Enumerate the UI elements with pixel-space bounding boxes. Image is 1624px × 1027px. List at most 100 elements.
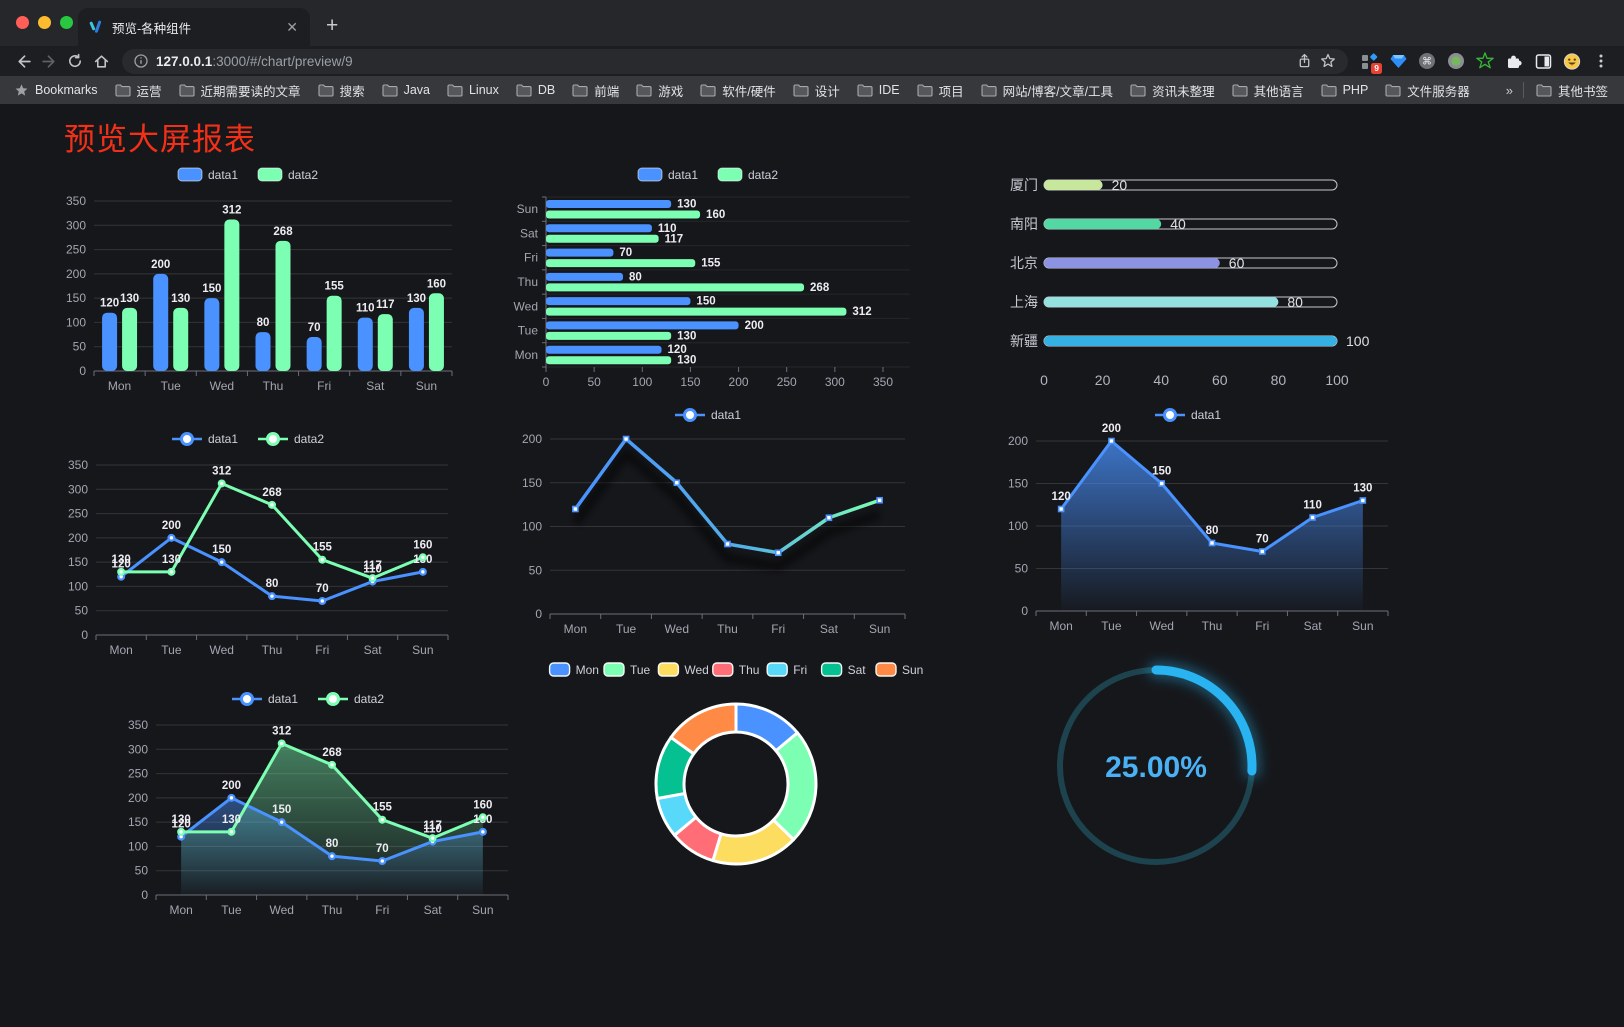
close-window-button[interactable] [16,16,29,29]
chart-gauge-progress[interactable]: 25.00% [980,651,1460,913]
charts-grid: data1 data2 0 50 100 150 200 250 300 350 Mon Tue Wed… [0,161,1624,917]
svg-text:Fri: Fri [375,903,389,917]
bookmark-folder-item[interactable]: PHP [1321,83,1368,97]
green-star-extension-icon[interactable] [1476,52,1494,70]
bookmark-folder-item[interactable]: Linux [447,83,499,97]
svg-text:20: 20 [1095,372,1111,388]
svg-text:0: 0 [1021,604,1028,618]
svg-text:200: 200 [1102,423,1121,435]
bookmarks-bar: Bookmarks 运营 近期需要读的文章 搜索 Java Linux DB 前端 游戏 软件/硬… [0,76,1624,104]
svg-text:data1: data1 [268,692,298,706]
bookmarks-overflow-chevron[interactable]: » [1505,82,1513,98]
bookmark-folder-item[interactable]: 设计 [793,81,840,100]
url-text: 127.0.0.1:3000/#/chart/preview/9 [156,53,353,69]
svg-text:Sun: Sun [902,663,923,677]
bookmark-folder-item[interactable]: 文件服务器 [1385,81,1470,100]
svg-text:Fri: Fri [317,379,331,393]
tab-close-icon[interactable]: ✕ [286,18,298,35]
bookmark-folder-item[interactable]: DB [516,83,555,97]
svg-text:200: 200 [222,780,241,792]
svg-text:新疆: 新疆 [1010,333,1038,349]
bookmark-folder-item[interactable]: 其他语言 [1232,81,1304,100]
home-icon[interactable] [88,48,114,74]
app-grid-extension-icon[interactable]: 9 [1360,52,1382,74]
bookmark-folder-item[interactable]: 资讯未整理 [1130,81,1215,100]
bookmark-folder-item[interactable]: 软件/硬件 [700,81,776,100]
chart-area-two-series[interactable]: data1 data2 0 50 100 150 200 250 300 350 Mon Tue Wed… [100,685,509,917]
svg-text:130: 130 [677,330,696,342]
svg-text:Wed: Wed [514,299,538,313]
bookmarks-root-item[interactable]: Bookmarks [14,83,98,98]
bookmark-star-icon[interactable] [1320,53,1336,69]
svg-text:Mon: Mon [564,622,587,636]
back-icon[interactable] [10,48,36,74]
minimize-window-button[interactable] [38,16,51,29]
bookmark-label: 游戏 [658,84,684,99]
chart-line-two-series[interactable]: data1 data2 0 50 100 150 200 250 300 350 Mon Tue Wed… [40,425,500,657]
browser-tab[interactable]: 预览-各种组件 ✕ [78,8,310,46]
svg-text:100: 100 [1008,519,1028,533]
emoji-extension-icon[interactable] [1563,52,1581,70]
kebab-menu-icon[interactable] [1592,52,1610,70]
other-bookmarks-item[interactable]: 其他书签 [1536,81,1608,100]
site-info-icon[interactable] [134,54,148,68]
svg-text:data1: data1 [208,168,238,182]
bookmark-folder-item[interactable]: 网站/博客/文章/工具 [981,81,1113,100]
address-bar[interactable]: 127.0.0.1:3000/#/chart/preview/9 [122,48,1348,74]
svg-text:Sat: Sat [820,622,839,636]
bookmark-folder-item[interactable]: 搜索 [318,81,365,100]
svg-text:120: 120 [1052,491,1071,503]
svg-text:130: 130 [112,554,131,566]
svg-text:70: 70 [308,322,321,334]
chart-bar-vertical[interactable]: data1 data2 0 50 100 150 200 250 300 350 Mon Tue Wed… [40,161,500,401]
bookmark-folder-item[interactable]: 近期需要读的文章 [178,81,301,100]
svg-text:Tue: Tue [161,643,182,657]
bookmark-folder-item[interactable]: 游戏 [636,81,683,100]
folder-icon [1232,83,1248,97]
svg-text:100: 100 [632,375,652,389]
reload-icon[interactable] [62,48,88,74]
forward-icon[interactable] [36,48,62,74]
bookmark-label: DB [537,83,556,97]
new-tab-button[interactable]: + [326,14,339,37]
svg-text:Sat: Sat [848,663,867,677]
bookmark-folder-item[interactable]: IDE [857,83,900,97]
record-extension-icon[interactable] [1447,52,1465,70]
command-extension-icon[interactable]: ⌘ [1418,52,1436,70]
puzzle-extensions-icon[interactable] [1505,52,1523,70]
svg-text:上海: 上海 [1010,294,1038,310]
bookmark-folder-item[interactable]: Java [382,83,430,97]
chart-doughnut[interactable]: Mon Tue Wed Thu Fri Sat Sun [526,651,980,913]
chart-line-gradient[interactable]: data1 0 50 100 150 200 Mon Tue Wed Thu Fri Sat Sun [500,401,980,651]
svg-text:300: 300 [68,482,88,496]
folder-icon [178,83,195,97]
chart-city-progress[interactable]: 厦门 20 南阳 40 北京 60 上海 80 新疆 100 0 20 40 60 80 100 [980,161,1460,401]
svg-text:110: 110 [658,223,677,235]
svg-text:Fri: Fri [771,622,785,636]
svg-text:70: 70 [376,843,389,855]
svg-text:Wed: Wed [269,903,293,917]
share-icon[interactable] [1297,53,1312,69]
svg-text:268: 268 [273,226,293,238]
bookmark-label: IDE [878,83,900,97]
chart-area-single[interactable]: data1 0 50 100 150 200 Mon Tue Wed Thu Fri Sat Sun 12… [980,401,1460,651]
svg-text:250: 250 [777,375,797,389]
svg-text:130: 130 [677,355,696,367]
bookmark-folder-item[interactable]: 前端 [572,81,619,100]
bookmark-folder-item[interactable]: 运营 [114,81,162,100]
svg-text:130: 130 [222,814,241,826]
svg-text:80: 80 [326,838,339,850]
svg-text:Tue: Tue [1101,619,1122,633]
svg-text:120: 120 [172,819,191,831]
bookmark-folder-item[interactable]: 项目 [917,81,964,100]
svg-text:150: 150 [696,296,715,308]
svg-text:160: 160 [413,539,432,551]
svg-text:Mon: Mon [108,379,131,393]
svg-text:130: 130 [677,199,696,211]
chart-bar-horizontal[interactable]: data1 data2 Mon Tue Wed Thu Fri Sat Sun 120 200 150… [500,161,980,401]
svg-text:300: 300 [66,218,86,232]
svg-text:120: 120 [668,344,687,356]
sidebar-toggle-icon[interactable] [1534,52,1552,70]
fullscreen-window-button[interactable] [60,16,73,29]
gem-extension-icon[interactable] [1389,52,1407,70]
